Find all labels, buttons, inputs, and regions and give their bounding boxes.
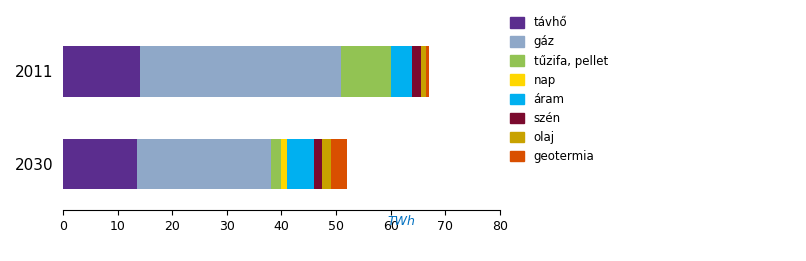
Bar: [322, 139, 330, 189]
Bar: [64, 139, 137, 189]
Bar: [421, 46, 426, 97]
Bar: [281, 139, 287, 189]
Bar: [271, 139, 281, 189]
Bar: [342, 46, 391, 97]
Legend: távhő, gáz, tűzifa, pellet, nap, áram, szén, olaj, geotermia: távhő, gáz, tűzifa, pellet, nap, áram, s…: [510, 16, 608, 163]
Bar: [330, 139, 347, 189]
Bar: [426, 46, 429, 97]
Bar: [139, 46, 342, 97]
Bar: [137, 139, 271, 189]
Bar: [413, 46, 421, 97]
Bar: [287, 139, 314, 189]
Bar: [64, 46, 139, 97]
Bar: [391, 46, 413, 97]
Bar: [314, 139, 322, 189]
Text: TWh: TWh: [388, 215, 415, 228]
